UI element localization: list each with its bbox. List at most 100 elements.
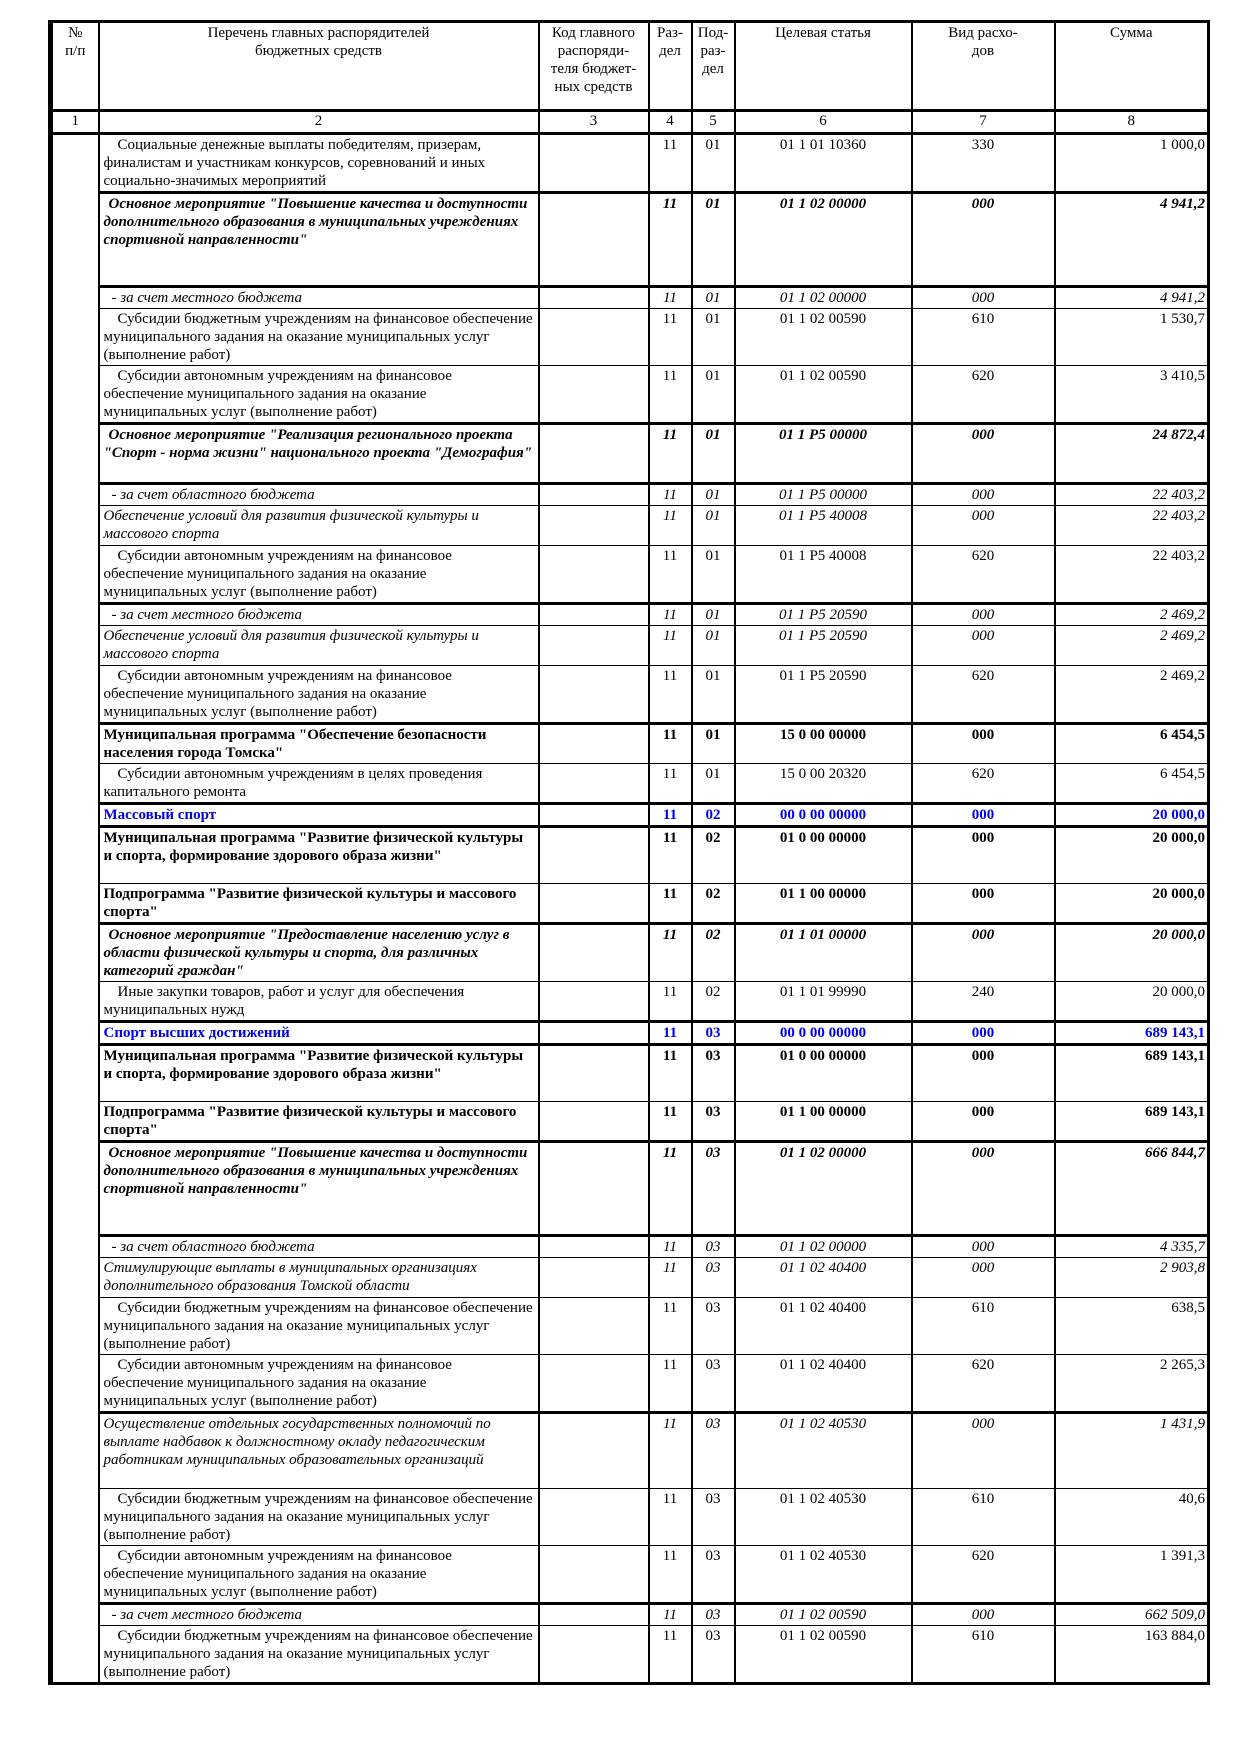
cell-sum: 1 530,7	[1053, 308, 1210, 366]
cell-grbs-code	[537, 1234, 650, 1258]
cell-podrazdel: 01	[690, 191, 736, 287]
cell-sum: 6 454,5	[1053, 763, 1210, 804]
column-number-5: 5	[690, 109, 736, 135]
cell-podrazdel: 02	[690, 981, 736, 1022]
cell-grbs-code	[537, 1101, 650, 1142]
cell-podrazdel: 01	[690, 625, 736, 666]
table-row: Массовый спорт 11 02 00 0 00 00000 000 20 000…	[51, 802, 1210, 827]
cell-text: Субсидии бюджетным учреждениям на финанс…	[97, 1297, 540, 1355]
cell-grbs-code	[537, 505, 650, 546]
cell-expense-type: 330	[910, 133, 1056, 193]
cell-target-article: 01 1 02 00000	[733, 285, 913, 309]
cell-razdel: 11	[647, 665, 693, 724]
cell-text: Субсидии автономным учреждениям на финан…	[97, 545, 540, 604]
cell-expense-type: 000	[910, 1411, 1056, 1489]
column-number-6: 6	[733, 109, 913, 135]
cell-razdel: 11	[647, 722, 693, 764]
table-row: Субсидии автономным учреждениям в целях …	[51, 763, 1210, 804]
cell-sum: 20 000,0	[1053, 825, 1210, 884]
cell-razdel: 11	[647, 285, 693, 309]
table-row: Субсидии автономным учреждениям на финан…	[51, 545, 1210, 604]
cell-podrazdel: 01	[690, 365, 736, 424]
cell-grbs-code	[537, 722, 650, 764]
cell-podrazdel: 03	[690, 1354, 736, 1413]
cell-text: Субсидии автономным учреждениям на финан…	[97, 1545, 540, 1604]
cell-grbs-code	[537, 482, 650, 506]
cell-razdel: 11	[647, 625, 693, 666]
cell-text: - за счет областного бюджета	[97, 1234, 540, 1258]
cell-podrazdel: 03	[690, 1545, 736, 1604]
cell-sum: 666 844,7	[1053, 1140, 1210, 1236]
cell-target-article: 01 1 02 00000	[733, 191, 913, 287]
cell-target-article: 01 1 02 00590	[733, 1602, 913, 1626]
cell-text: - за счет местного бюджета	[97, 1602, 540, 1626]
cell-podrazdel: 03	[690, 1101, 736, 1142]
cell-expense-type: 000	[910, 422, 1056, 484]
cell-grbs-code	[537, 981, 650, 1022]
cell-razdel: 11	[647, 422, 693, 484]
table-row: Субсидии автономным учреждениям на финан…	[51, 365, 1210, 424]
cell-text: Спорт высших достижений	[97, 1020, 540, 1045]
column-number-1: 1	[49, 109, 100, 135]
header-cell-2: Перечень главных распорядителей бюджетны…	[97, 20, 540, 112]
cell-sum: 689 143,1	[1053, 1020, 1210, 1045]
cell-razdel: 11	[647, 1297, 693, 1355]
cell-text: Основное мероприятие "Предоставление нас…	[97, 922, 540, 982]
cell-grbs-code	[537, 625, 650, 666]
cell-razdel: 11	[647, 883, 693, 924]
cell-podrazdel: 01	[690, 545, 736, 604]
cell-podrazdel: 03	[690, 1140, 736, 1236]
cell-podrazdel: 03	[690, 1234, 736, 1258]
cell-grbs-code	[537, 133, 650, 193]
cell-podrazdel: 01	[690, 308, 736, 366]
table-row: Обеспечение условий для развития физичес…	[51, 505, 1210, 546]
cell-grbs-code	[537, 1140, 650, 1236]
cell-sum: 22 403,2	[1053, 482, 1210, 506]
cell-target-article: 00 0 00 00000	[733, 1020, 913, 1045]
column-number-8: 8	[1053, 109, 1210, 135]
table-row: Муниципальная программа "Обеспечение без…	[51, 722, 1210, 764]
cell-podrazdel: 02	[690, 825, 736, 884]
cell-expense-type: 620	[910, 763, 1056, 804]
cell-sum: 40,6	[1053, 1488, 1210, 1546]
cell-razdel: 11	[647, 1257, 693, 1298]
cell-target-article: 01 1 P5 00000	[733, 422, 913, 484]
cell-sum: 163 884,0	[1053, 1625, 1210, 1684]
cell-text: Подпрограмма "Развитие физической культу…	[97, 1101, 540, 1142]
cell-sum: 4 941,2	[1053, 191, 1210, 287]
table-row: Подпрограмма "Развитие физической культу…	[51, 1101, 1210, 1142]
cell-razdel: 11	[647, 133, 693, 193]
cell-text: Стимулирующие выплаты в муниципальных ор…	[97, 1257, 540, 1298]
cell-target-article: 01 0 00 00000	[733, 1043, 913, 1102]
cell-target-article: 01 1 P5 40008	[733, 545, 913, 604]
cell-grbs-code	[537, 602, 650, 626]
cell-grbs-code	[537, 191, 650, 287]
cell-target-article: 01 1 02 40400	[733, 1297, 913, 1355]
cell-text: Субсидии автономным учреждениям на финан…	[97, 665, 540, 724]
cell-sum: 1 431,9	[1053, 1411, 1210, 1489]
cell-razdel: 11	[647, 981, 693, 1022]
header-cell-1: № п/п	[49, 20, 100, 112]
budget-table-wrap: № п/п Перечень главных распорядителей бюд…	[48, 20, 1210, 1685]
table-row: - за счет местного бюджета 11 03 01 1 02 00…	[51, 1602, 1210, 1626]
cell-sum: 4 335,7	[1053, 1234, 1210, 1258]
cell-grbs-code	[537, 922, 650, 982]
cell-razdel: 11	[647, 825, 693, 884]
cell-grbs-code	[537, 1411, 650, 1489]
cell-expense-type: 000	[910, 1020, 1056, 1045]
table-row: Иные закупки товаров, работ и услуг для …	[51, 981, 1210, 1022]
cell-text: Основное мероприятие "Повышение качества…	[97, 191, 540, 287]
cell-podrazdel: 02	[690, 802, 736, 827]
table-row: Муниципальная программа "Развитие физиче…	[51, 1043, 1210, 1102]
cell-sum: 689 143,1	[1053, 1101, 1210, 1142]
table-row: Обеспечение условий для развития физичес…	[51, 625, 1210, 666]
cell-expense-type: 620	[910, 1545, 1056, 1604]
cell-expense-type: 000	[910, 285, 1056, 309]
cell-sum: 1 000,0	[1053, 133, 1210, 193]
cell-razdel: 11	[647, 763, 693, 804]
cell-sum: 20 000,0	[1053, 922, 1210, 982]
cell-target-article: 00 0 00 00000	[733, 802, 913, 827]
row-number-column	[49, 133, 100, 1684]
cell-target-article: 15 0 00 20320	[733, 763, 913, 804]
column-number-2: 2	[97, 109, 540, 135]
